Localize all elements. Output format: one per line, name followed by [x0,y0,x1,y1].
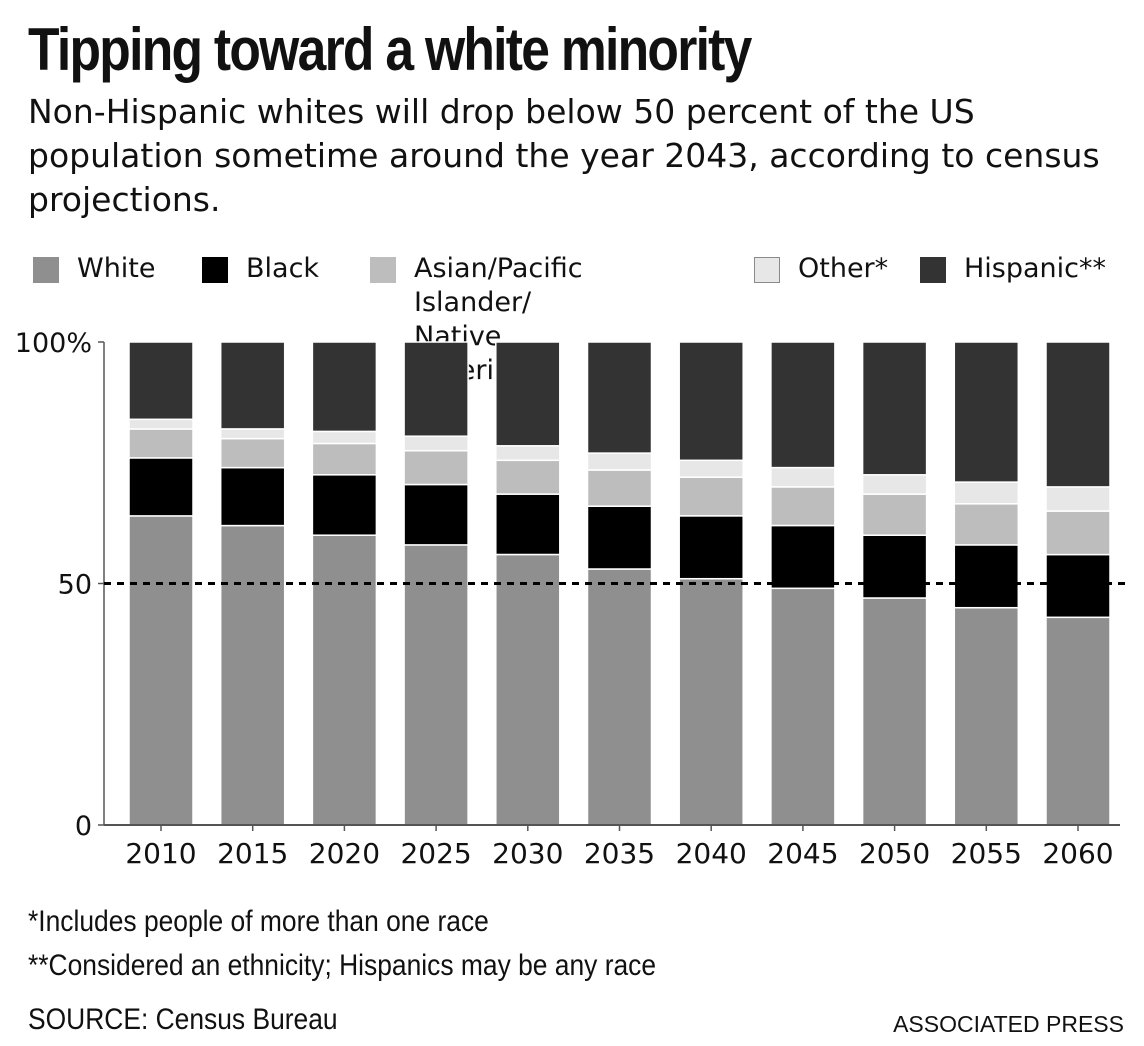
source-note: SOURCE: Census Bureau [28,1003,338,1036]
bar-segment-hispanic-2055 [953,341,1020,483]
bar-segment-hispanic-2020 [311,341,378,433]
bar-segment-hispanic-2025 [403,341,469,437]
bar-segment-black-2045 [770,524,836,590]
bar-segment-white-2040 [678,577,744,826]
bar-segment-black-2055 [953,544,1020,609]
legend-swatch-other [754,257,780,283]
bar-segment-hispanic-2030 [495,341,561,447]
x-tick-label-2020: 2020 [309,837,380,870]
bar-segment-white-2060 [1045,616,1111,826]
legend-label-other: Other* [798,253,889,284]
bar-segment-hispanic-2060 [1045,341,1111,488]
bar-segment-other-2010 [128,418,194,430]
bar-segment-hispanic-2010 [128,341,194,421]
bar-segment-other-2030 [495,445,561,462]
bar-segment-black-2050 [861,534,928,599]
bar-segment-other-2035 [586,452,653,471]
bar-segment-asian-pacific-islander-2020 [311,442,378,476]
bar-segment-other-2025 [403,435,469,452]
bar-segment-white-2020 [311,534,378,826]
y-tick-label-100: 100% [15,328,92,359]
bar-segment-black-2010 [128,457,194,517]
bar-segment-other-2040 [678,459,744,478]
bar-segment-asian-pacific-islander-2045 [770,486,836,527]
bar-segment-other-2050 [861,474,928,495]
bar-segment-other-2015 [219,428,286,440]
x-tick-label-2050: 2050 [859,837,930,870]
legend-swatch-black [202,257,228,283]
bar-segment-other-2020 [311,430,378,445]
bar-segment-black-2015 [219,466,286,527]
footnote-other: *Includes people of more than one race [28,905,489,938]
x-tick-label-2055: 2055 [951,837,1022,870]
bar-segment-black-2035 [586,505,653,570]
bar-segment-asian-pacific-islander-2060 [1045,510,1111,556]
bar-segment-white-2025 [403,544,469,826]
chart-title: Tipping toward a white minority [28,16,752,83]
legend-label-black: Black [246,253,320,284]
bar-segment-white-2035 [586,568,653,826]
credit-line: ASSOCIATED PRESS [893,1011,1124,1037]
x-tick-label-2040: 2040 [676,837,747,870]
bar-segment-black-2030 [495,493,561,556]
bar-segment-asian-pacific-islander-2035 [586,469,653,507]
x-tick-label-2060: 2060 [1042,837,1113,870]
legend-swatch-white [33,257,59,283]
bar-segment-white-2045 [770,587,836,826]
bar-segment-asian-pacific-islander-2030 [495,459,561,495]
legend-label-white: White [77,253,156,284]
bar-segment-asian-pacific-islander-2010 [128,428,194,459]
y-tick-label-50: 50 [58,570,92,601]
x-tick-label-2015: 2015 [217,837,288,870]
chart-subtitle: Non-Hispanic whites will drop below 50 p… [28,92,1100,219]
legend-swatch-hispanic [920,257,946,283]
bar-segment-other-2055 [953,481,1020,505]
bar-segment-other-2060 [1045,486,1111,512]
bar-segment-black-2060 [1045,553,1111,619]
bar-segment-hispanic-2015 [219,341,286,430]
bar-segment-asian-pacific-islander-2055 [953,503,1020,546]
bar-segment-white-2010 [128,515,194,826]
bar-segment-asian-pacific-islander-2040 [678,476,744,517]
x-tick-label-2010: 2010 [125,837,196,870]
bar-segment-asian-pacific-islander-2050 [861,493,928,536]
bar-segment-hispanic-2045 [770,341,836,469]
bar-segment-white-2030 [495,553,561,826]
bar-segment-other-2045 [770,466,836,488]
bar-segment-hispanic-2050 [861,341,928,476]
bar-segment-white-2050 [861,597,928,826]
x-tick-label-2025: 2025 [400,837,471,870]
bar-segment-black-2040 [678,515,744,580]
x-tick-label-2030: 2030 [492,837,563,870]
bar-segment-hispanic-2040 [678,341,744,462]
x-tick-label-2035: 2035 [584,837,655,870]
bar-segment-white-2055 [953,606,1020,826]
y-tick-label-0: 0 [75,811,92,842]
stacked-bar-chart: 2010 2015 2020 2025 2030 2035 2040 2045 2050 2055… [15,328,1128,870]
bar-segment-hispanic-2035 [586,341,653,454]
bar-segment-asian-pacific-islander-2015 [219,437,286,469]
x-tick-label-2045: 2045 [767,837,838,870]
legend-label-hispanic: Hispanic** [964,253,1107,284]
legend-swatch-asian [370,257,396,283]
bar-segment-asian-pacific-islander-2025 [403,449,469,486]
bar-segment-black-2020 [311,474,378,536]
bar-segment-white-2015 [219,524,286,826]
bar-segment-black-2025 [403,483,469,546]
footnote-hispanic: **Considered an ethnicity; Hispanics may… [28,949,657,982]
